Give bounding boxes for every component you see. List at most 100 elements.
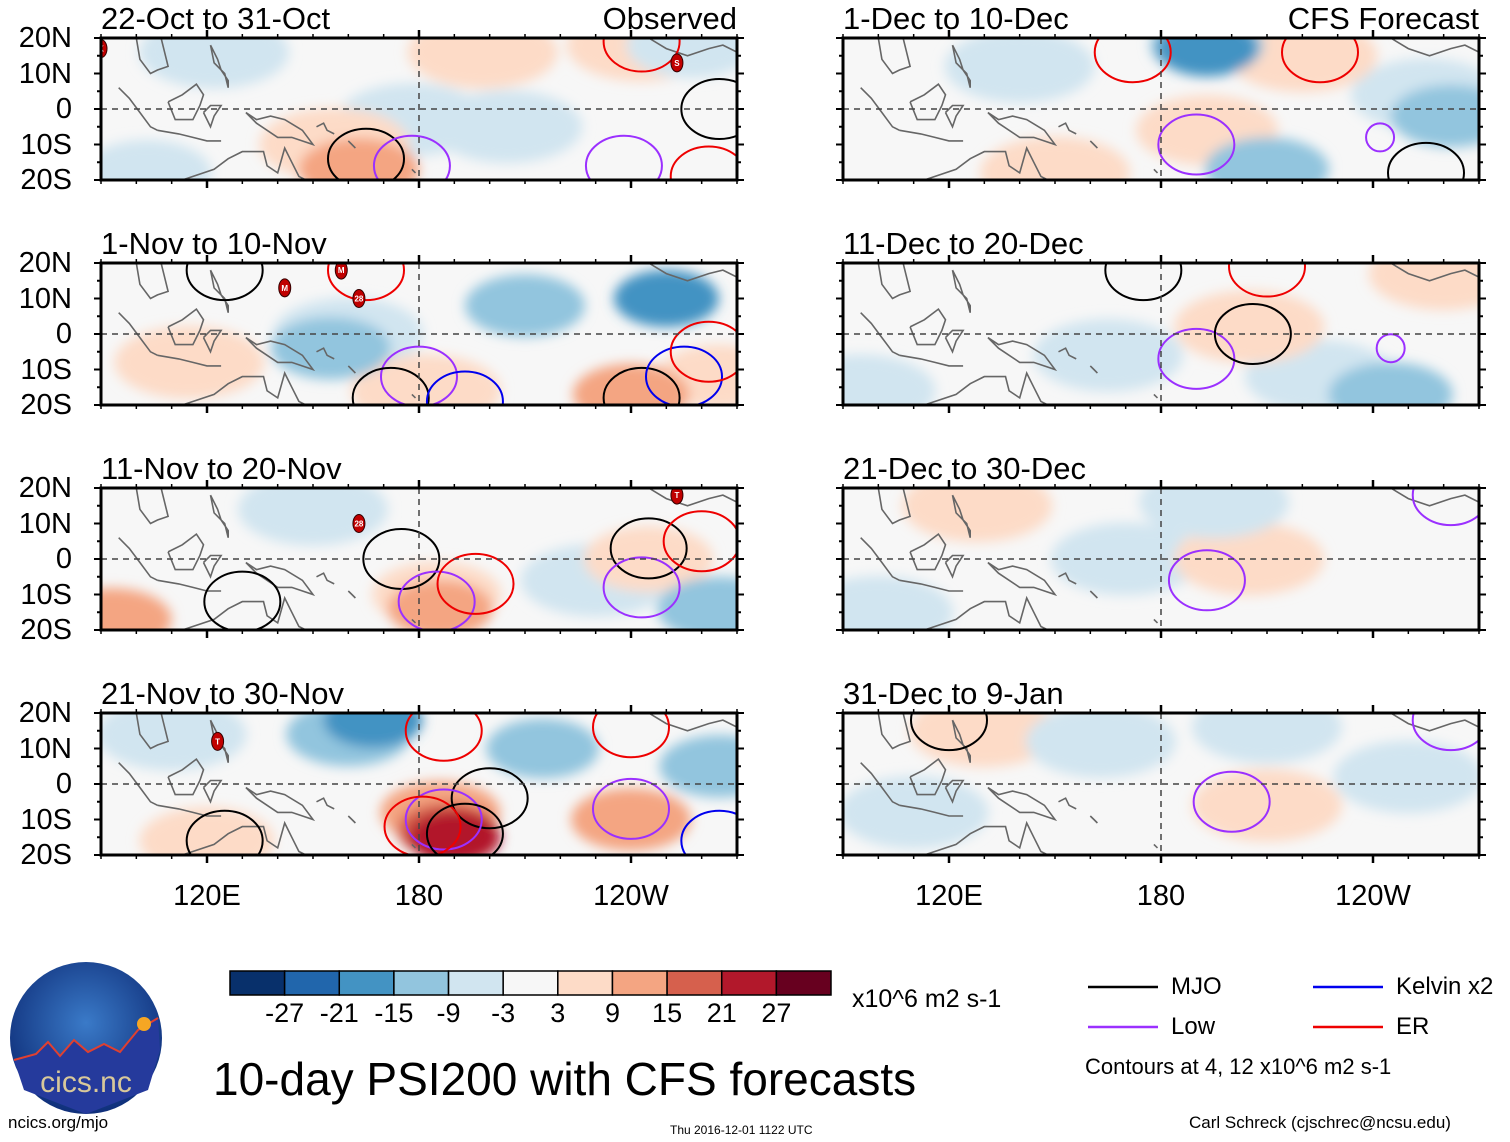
panel-source-tag: CFS Forecast xyxy=(1287,1,1479,36)
coastline xyxy=(1058,797,1077,810)
colorbar-tick-label: -9 xyxy=(436,998,461,1028)
colorbar-tick-label: 9 xyxy=(604,998,620,1028)
lat-tick-label: 0 xyxy=(55,543,72,575)
map-panel: KS xyxy=(94,30,744,188)
logo-text: cics.nc xyxy=(40,1066,132,1099)
lon-tick-label: 120W xyxy=(1335,880,1411,912)
coastline xyxy=(245,561,316,597)
contour-note: Contours at 4, 12 x10^6 m2 s-1 xyxy=(1085,1054,1392,1079)
coastline xyxy=(202,104,223,129)
contour-mjo xyxy=(327,127,405,180)
coastline xyxy=(118,87,158,132)
coastline xyxy=(944,779,965,804)
cics-logo: cics.nc xyxy=(8,960,164,1116)
lat-tick-label: 20S xyxy=(20,389,72,421)
coastline xyxy=(909,532,947,571)
contour-low xyxy=(372,134,451,180)
anomaly-shading xyxy=(323,713,423,748)
coastline xyxy=(951,44,971,88)
contour-mjo xyxy=(203,570,282,630)
coastline xyxy=(1089,140,1098,149)
contour-mjo xyxy=(910,713,988,752)
coastline xyxy=(909,757,947,796)
contour-er xyxy=(602,38,681,73)
coastline xyxy=(135,713,170,750)
coastline xyxy=(899,129,964,142)
coastline xyxy=(411,618,417,624)
colorbar-tick-label: 27 xyxy=(761,998,792,1028)
contour-low xyxy=(1157,113,1236,176)
lat-tick-label: 10S xyxy=(20,128,72,161)
anomaly-shading xyxy=(238,488,388,546)
contour-er xyxy=(1093,38,1172,84)
coastline xyxy=(118,312,158,357)
anomaly-shading xyxy=(584,526,714,592)
contour-low xyxy=(404,788,483,851)
coastline xyxy=(245,786,316,822)
coastline xyxy=(648,38,737,57)
anomaly-shading xyxy=(101,140,212,180)
coastline xyxy=(347,140,356,149)
anomaly-shading xyxy=(1328,362,1453,405)
coastline xyxy=(182,820,307,855)
coastline xyxy=(118,537,158,582)
colorbar-swatch xyxy=(502,970,559,996)
colorbar-tick-label: 21 xyxy=(706,998,737,1028)
colorbar-swatch xyxy=(447,970,504,996)
anomaly-shading xyxy=(843,776,989,849)
coastline xyxy=(209,494,229,538)
coastline xyxy=(951,494,971,538)
coastline xyxy=(1058,122,1077,135)
coastline xyxy=(411,843,417,849)
lat-tick-label: 0 xyxy=(55,768,72,800)
contour-mjo xyxy=(185,809,264,855)
coastline xyxy=(1058,572,1077,585)
colorbar-swatch xyxy=(557,970,614,996)
contour-low xyxy=(397,570,476,630)
legend-label: ER xyxy=(1396,1013,1430,1040)
contour-mjo xyxy=(425,802,504,855)
coastline xyxy=(135,263,170,300)
contour-er xyxy=(669,145,737,180)
contour-er xyxy=(436,552,515,615)
coastline xyxy=(877,38,912,75)
storm-marker: 28 xyxy=(352,289,366,308)
storm-marker: M xyxy=(334,263,348,280)
anomaly-shading xyxy=(843,354,936,405)
anomaly-shading xyxy=(843,575,954,630)
anomaly-shading xyxy=(298,138,419,180)
anomaly-shading xyxy=(387,580,493,630)
coastline xyxy=(316,122,335,135)
lat-tick-label: 0 xyxy=(55,318,72,350)
anomaly-shading xyxy=(101,588,172,630)
coastline xyxy=(860,537,900,582)
figure-title: 10-day PSI200 with CFS forecasts xyxy=(213,1053,917,1105)
panel-title: 21-Dec to 30-Dec xyxy=(843,451,1086,486)
storm-marker: 28 xyxy=(352,514,366,533)
anomaly-shading xyxy=(486,718,600,779)
lat-tick-label: 10N xyxy=(18,57,72,90)
lat-tick-label: 20N xyxy=(18,697,72,729)
contour-er xyxy=(383,795,462,855)
legend xyxy=(1088,985,1383,1029)
coastline xyxy=(167,83,205,121)
coastline xyxy=(1089,590,1098,599)
anomaly-shading xyxy=(659,735,737,798)
anomaly-shading xyxy=(1025,713,1176,778)
contour-mjo xyxy=(351,366,430,405)
coastline xyxy=(1390,263,1479,282)
map-panel: 28 T xyxy=(94,480,744,638)
lat-tick-label: 10N xyxy=(18,282,72,315)
lat-tick-label: 10N xyxy=(18,507,72,540)
coastline xyxy=(951,269,971,313)
coastline xyxy=(648,713,737,732)
contour-low xyxy=(1411,488,1479,527)
anomaly-shading xyxy=(1033,318,1183,392)
website-link[interactable]: ncics.org/mjo xyxy=(8,1113,109,1132)
contour-low xyxy=(380,345,458,405)
coastline xyxy=(202,329,223,354)
lon-tick-label: 120E xyxy=(173,880,241,912)
legend-label: MJO xyxy=(1171,973,1222,1000)
colorbar-tick-label: -3 xyxy=(491,998,516,1028)
